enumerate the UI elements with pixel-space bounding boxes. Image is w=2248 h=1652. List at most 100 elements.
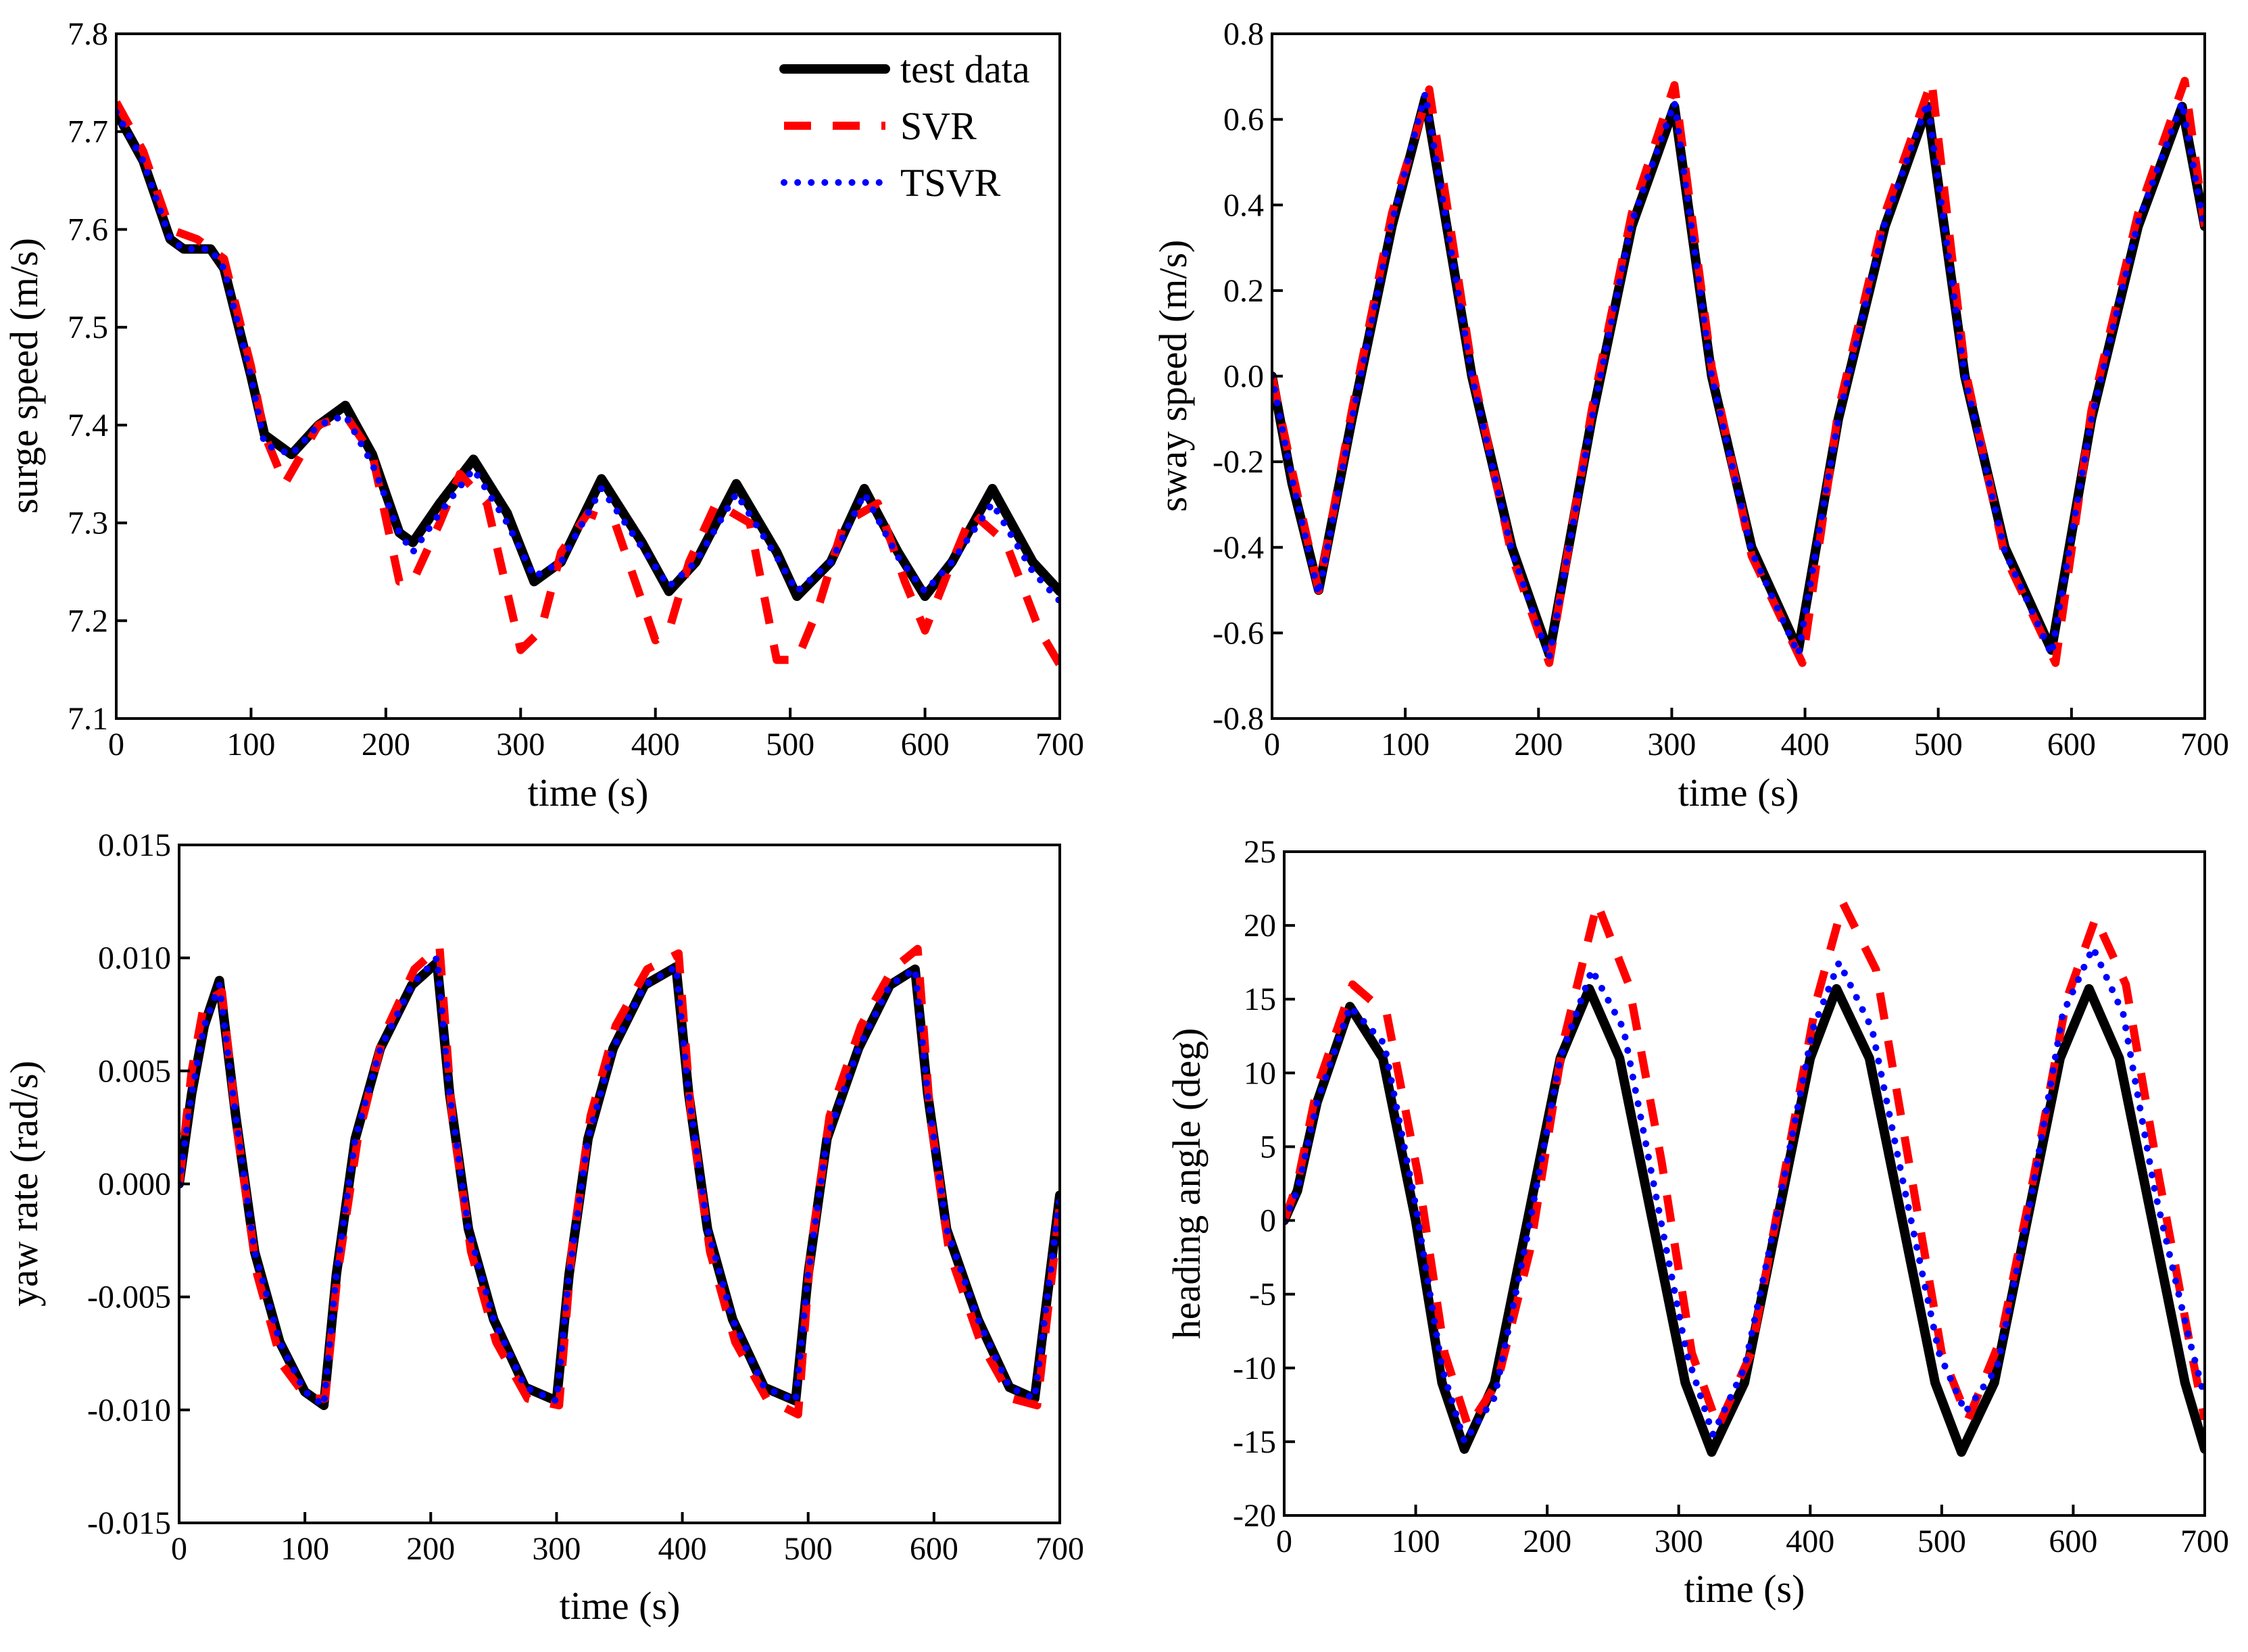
x-axis: 0 100 200 300 400 500 600 700 xyxy=(1264,708,2229,762)
x-axis-title: time (s) xyxy=(560,1584,681,1628)
y-tick-label: -15 xyxy=(1233,1424,1276,1460)
x-tick-label: 100 xyxy=(280,1531,329,1567)
x-tick-label: 400 xyxy=(631,727,680,762)
x-axis: 0 100 200 300 400 500 600 700 xyxy=(108,708,1084,762)
x-tick-label: 400 xyxy=(658,1531,707,1567)
x-tick-label: 300 xyxy=(1647,727,1696,762)
plot-frame xyxy=(1283,850,2206,1517)
sway-speed-panel: 0 100 200 300 400 500 600 700 -0.8 -0.6 -0.4 -0.2 0.… xyxy=(1151,16,2229,815)
y-tick-label: 0.2 xyxy=(1223,273,1264,309)
plot-frame xyxy=(115,32,1061,720)
y-tick-label: 0.005 xyxy=(98,1053,171,1089)
y-tick-label: 0.0 xyxy=(1223,359,1264,395)
x-tick-label: 500 xyxy=(1917,1524,1966,1559)
x-tick-label: 700 xyxy=(1035,1531,1084,1567)
x-tick-label: 200 xyxy=(1514,727,1563,762)
x-tick-label: 700 xyxy=(2180,727,2229,762)
legend-label: test data xyxy=(900,47,1030,91)
heading-angle-panel: 0 100 200 300 400 500 600 700 -20 -15 -10 -5 0 5 10 15 2… xyxy=(1165,834,2229,1611)
x-tick-label: 700 xyxy=(1035,727,1084,762)
x-tick-label: 500 xyxy=(1914,727,1963,762)
y-axis: 7.1 7.2 7.3 7.4 7.5 7.6 7.7 7.8 xyxy=(68,16,127,737)
x-tick-label: 0 xyxy=(171,1531,187,1567)
x-tick-label: 0 xyxy=(108,727,124,762)
x-tick-label: 500 xyxy=(784,1531,833,1567)
y-axis: -0.015 -0.010 -0.005 0.000 0.005 0.010 0.015 xyxy=(87,827,190,1541)
x-tick-label: 200 xyxy=(406,1531,455,1567)
y-axis: -0.8 -0.6 -0.4 -0.2 0.0 0.2 0.4 0.6 0.8 xyxy=(1213,16,1283,737)
y-tick-label: 20 xyxy=(1244,908,1276,944)
y-tick-label: 7.4 xyxy=(68,408,108,443)
x-tick-label: 300 xyxy=(532,1531,581,1567)
series-group xyxy=(116,100,1060,667)
y-tick-label: -0.6 xyxy=(1213,615,1264,651)
y-axis-title: sway speed (m/s) xyxy=(1151,240,1195,512)
y-tick-label: 0 xyxy=(1260,1203,1276,1239)
legend: test data SVR TSVR xyxy=(779,47,1030,205)
y-tick-label: -0.4 xyxy=(1213,530,1264,566)
legend-label: TSVR xyxy=(900,161,1001,205)
y-axis-title: yaw rate (rad/s) xyxy=(2,1061,46,1307)
x-axis-title: time (s) xyxy=(528,771,649,815)
y-tick-label: -0.015 xyxy=(87,1505,171,1541)
x-tick-label: 600 xyxy=(2049,1524,2097,1559)
series-line-tsvr xyxy=(116,108,1060,605)
y-tick-label: 0.000 xyxy=(98,1167,171,1202)
y-tick-label: -5 xyxy=(1249,1277,1276,1313)
y-tick-label: 7.1 xyxy=(68,701,108,737)
x-tick-label: 600 xyxy=(2047,727,2096,762)
x-axis-title: time (s) xyxy=(1678,771,1799,815)
y-tick-label: 5 xyxy=(1260,1129,1276,1165)
y-tick-label: 25 xyxy=(1244,834,1276,870)
y-tick-label: 15 xyxy=(1244,981,1276,1017)
x-tick-label: 600 xyxy=(901,727,950,762)
y-tick-label: 7.3 xyxy=(68,506,108,541)
x-axis: 0 100 200 300 400 500 600 700 xyxy=(1276,1505,2229,1559)
y-tick-label: 0.4 xyxy=(1223,187,1264,223)
y-axis: -20 -15 -10 -5 0 5 10 15 20 25 xyxy=(1233,834,1295,1534)
y-tick-label: -10 xyxy=(1233,1351,1276,1386)
x-tick-label: 200 xyxy=(362,727,410,762)
x-tick-label: 500 xyxy=(766,727,814,762)
y-tick-label: -20 xyxy=(1233,1498,1276,1534)
y-axis-title: surge speed (m/s) xyxy=(2,238,46,514)
x-axis-title: time (s) xyxy=(1684,1567,1805,1611)
y-tick-label: 7.7 xyxy=(68,114,108,150)
series-group xyxy=(179,942,1060,1419)
x-tick-label: 700 xyxy=(2180,1524,2229,1559)
x-tick-label: 300 xyxy=(496,727,545,762)
y-tick-label: 7.2 xyxy=(68,603,108,639)
x-tick-label: 100 xyxy=(1381,727,1430,762)
x-tick-label: 100 xyxy=(226,727,275,762)
y-tick-label: 10 xyxy=(1244,1055,1276,1091)
x-tick-label: 200 xyxy=(1523,1524,1571,1559)
x-tick-label: 300 xyxy=(1655,1524,1703,1559)
y-tick-label: 0.010 xyxy=(98,940,171,976)
y-tick-label: 7.5 xyxy=(68,310,108,345)
series-group xyxy=(1284,899,2205,1457)
yaw-rate-panel: 0 100 200 300 400 500 600 700 -0.015 -0.010 -0.005… xyxy=(2,827,1084,1628)
y-tick-label: 0.6 xyxy=(1223,102,1264,138)
series-line-tsvr xyxy=(1284,944,2205,1445)
y-tick-label: 7.8 xyxy=(68,16,108,52)
y-tick-label: -0.8 xyxy=(1213,701,1264,737)
x-tick-label: 400 xyxy=(1781,727,1830,762)
series-line-svr xyxy=(116,100,1060,667)
surge-speed-panel: 0 100 200 300 400 500 600 700 7.1 7.2 7.3 7.4 7.5 7.6… xyxy=(2,16,1084,815)
y-tick-label: -0.005 xyxy=(87,1280,171,1315)
legend-label: SVR xyxy=(900,104,977,148)
y-tick-label: -0.010 xyxy=(87,1392,171,1428)
x-tick-label: 0 xyxy=(1276,1524,1292,1559)
y-axis-title: heading angle (deg) xyxy=(1165,1028,1208,1340)
series-line-svr xyxy=(179,942,1060,1419)
y-tick-label: 0.8 xyxy=(1223,16,1264,52)
x-tick-label: 400 xyxy=(1786,1524,1834,1559)
series-line-tsvr xyxy=(1272,90,2205,662)
x-tick-label: 0 xyxy=(1264,727,1280,762)
y-tick-label: 7.6 xyxy=(68,212,108,247)
y-tick-label: -0.2 xyxy=(1213,444,1264,480)
x-tick-label: 600 xyxy=(910,1531,958,1567)
x-axis: 0 100 200 300 400 500 600 700 xyxy=(171,1512,1084,1567)
series-group xyxy=(1272,76,2205,667)
